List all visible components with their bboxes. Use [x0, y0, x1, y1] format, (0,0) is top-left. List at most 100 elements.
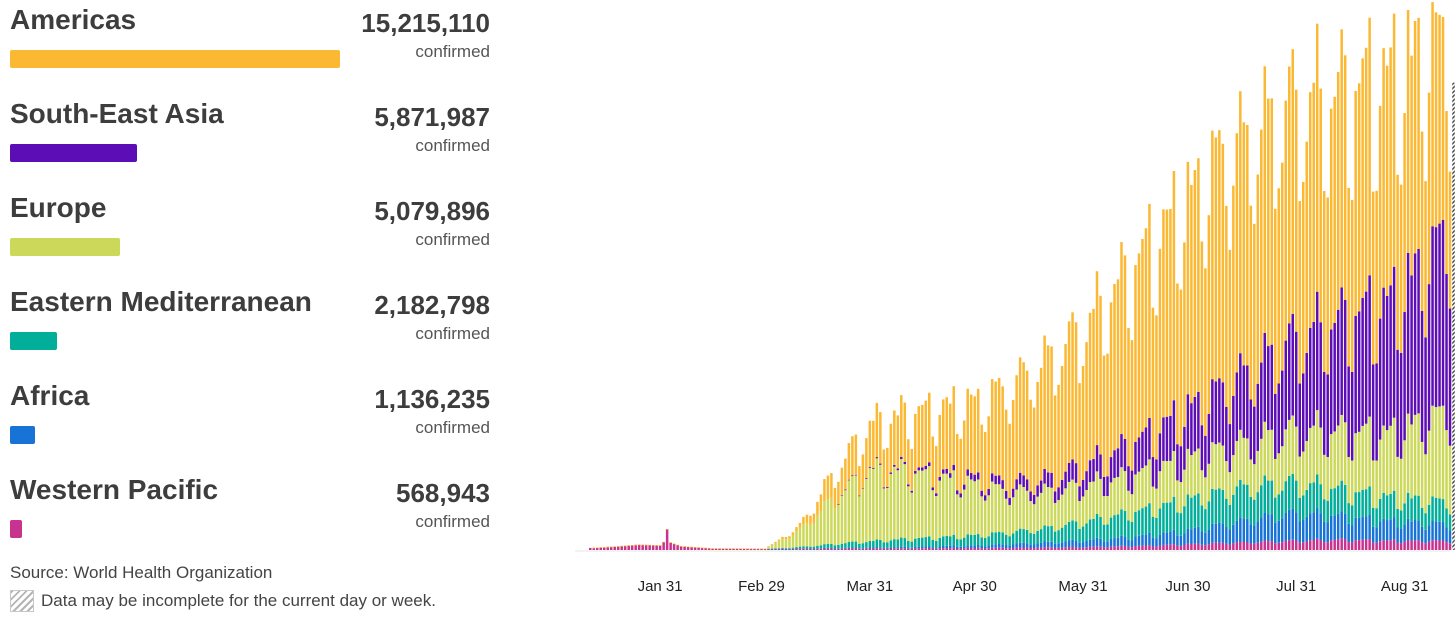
- x-axis-ticks: Jan 31 Feb 29 Mar 31 Apr 30 May 31 Jun 30 Jul …: [638, 578, 1429, 595]
- bar-western-pacific: [1420, 542, 1424, 550]
- bar-europe: [997, 484, 1001, 532]
- bar-eastern-mediterranean: [917, 537, 921, 547]
- bar-eastern-mediterranean: [1448, 514, 1452, 531]
- bar-western-pacific: [802, 548, 805, 550]
- bar-south-east-asia: [1053, 491, 1057, 503]
- bar-western-pacific: [1001, 547, 1004, 550]
- bar-south-east-asia: [1190, 403, 1193, 456]
- region-value: 568,943: [396, 478, 490, 508]
- bar-western-pacific: [693, 547, 697, 550]
- bar-eastern-mediterranean: [809, 546, 812, 549]
- bar-africa: [1431, 520, 1434, 541]
- bar-south-east-asia: [948, 473, 952, 478]
- bar-eastern-mediterranean: [1176, 512, 1179, 536]
- bar-africa: [1211, 523, 1214, 543]
- bar-americas: [1102, 355, 1106, 477]
- bar-western-pacific: [1315, 538, 1319, 550]
- bar-western-pacific: [1291, 539, 1294, 550]
- bar-africa: [973, 545, 976, 548]
- bar-eastern-mediterranean: [1046, 526, 1050, 542]
- bar-south-east-asia: [1431, 226, 1434, 406]
- bar-americas: [847, 443, 851, 480]
- bar-africa: [1123, 536, 1127, 546]
- bar-americas: [851, 436, 854, 476]
- bar-africa: [1046, 541, 1050, 548]
- bar-europe: [879, 464, 882, 540]
- bar-americas: [826, 475, 830, 499]
- bar-western-pacific: [784, 549, 788, 550]
- bar-americas: [1050, 346, 1053, 473]
- bar-americas: [924, 400, 928, 466]
- bar-eastern-mediterranean: [1288, 475, 1291, 510]
- bar-africa: [1032, 544, 1036, 549]
- bar-europe: [1322, 454, 1326, 500]
- bar-western-pacific: [676, 545, 679, 550]
- bar-south-east-asia: [1284, 340, 1288, 430]
- bar-western-pacific: [1085, 547, 1088, 550]
- bar-south-east-asia: [1155, 459, 1158, 489]
- bar-eastern-mediterranean: [830, 543, 833, 548]
- bar-south-east-asia: [1253, 406, 1256, 465]
- bar-western-pacific: [1183, 545, 1186, 550]
- bar-africa: [882, 547, 886, 549]
- bar-western-pacific: [686, 546, 690, 550]
- bar-south-east-asia: [1113, 450, 1116, 478]
- bar-africa: [1291, 508, 1294, 540]
- bar-eastern-mediterranean: [816, 545, 819, 549]
- bar-eastern-mediterranean: [921, 537, 924, 547]
- bar-western-pacific: [609, 546, 613, 550]
- bar-eastern-mediterranean: [1071, 520, 1074, 540]
- bar-americas: [1011, 400, 1015, 489]
- bar-eastern-mediterranean: [1396, 508, 1399, 528]
- bar-europe: [1190, 455, 1193, 498]
- bar-americas: [721, 548, 725, 549]
- bar-europe: [907, 486, 910, 541]
- bar-africa: [1385, 520, 1389, 541]
- bar-south-east-asia: [955, 490, 959, 495]
- bar-western-pacific: [1186, 543, 1190, 550]
- bar-americas: [868, 420, 872, 468]
- bar-europe: [1294, 426, 1298, 481]
- bar-western-pacific: [847, 548, 851, 550]
- bar-europe: [865, 478, 868, 543]
- bar-europe: [1067, 481, 1071, 522]
- bar-western-pacific: [1305, 541, 1308, 550]
- bar-western-pacific: [1281, 542, 1284, 550]
- bar-americas: [1218, 130, 1221, 379]
- bar-eastern-mediterranean: [1281, 490, 1284, 519]
- bar-africa: [837, 548, 840, 549]
- bar-western-pacific: [662, 542, 665, 550]
- bar-south-east-asia: [1186, 394, 1190, 449]
- bar-europe: [1001, 488, 1004, 533]
- bar-western-pacific: [1179, 545, 1183, 550]
- bar-europe: [1315, 410, 1319, 475]
- bar-eastern-mediterranean: [1067, 521, 1071, 541]
- bar-western-pacific: [1329, 540, 1333, 550]
- bar-africa: [955, 546, 959, 549]
- bar-europe: [928, 466, 931, 537]
- bar-eastern-mediterranean: [795, 547, 798, 549]
- bar-western-pacific: [742, 548, 746, 550]
- bar-europe: [983, 500, 987, 539]
- bar-europe: [1029, 501, 1032, 534]
- bar-africa: [1406, 518, 1410, 540]
- bar-western-pacific: [1134, 546, 1137, 550]
- bar-americas: [1322, 190, 1326, 372]
- region-unit: confirmed: [415, 136, 490, 155]
- bar-americas: [1190, 184, 1193, 404]
- bar-eastern-mediterranean: [781, 547, 784, 549]
- bar-eastern-mediterranean: [1032, 533, 1036, 545]
- bar-africa: [1350, 525, 1354, 543]
- bar-south-east-asia: [1095, 445, 1099, 472]
- bar-europe: [1389, 425, 1392, 494]
- bar-western-pacific: [921, 548, 924, 550]
- bar-europe: [784, 539, 788, 549]
- bar-americas: [1029, 399, 1032, 492]
- bar-south-east-asia: [1371, 364, 1375, 461]
- bar-americas: [1340, 29, 1343, 288]
- bar-eastern-mediterranean: [1193, 495, 1197, 528]
- bar-americas: [1291, 49, 1294, 314]
- bar-africa: [1336, 513, 1340, 540]
- bar-africa: [1193, 527, 1197, 544]
- bar-western-pacific: [620, 545, 623, 550]
